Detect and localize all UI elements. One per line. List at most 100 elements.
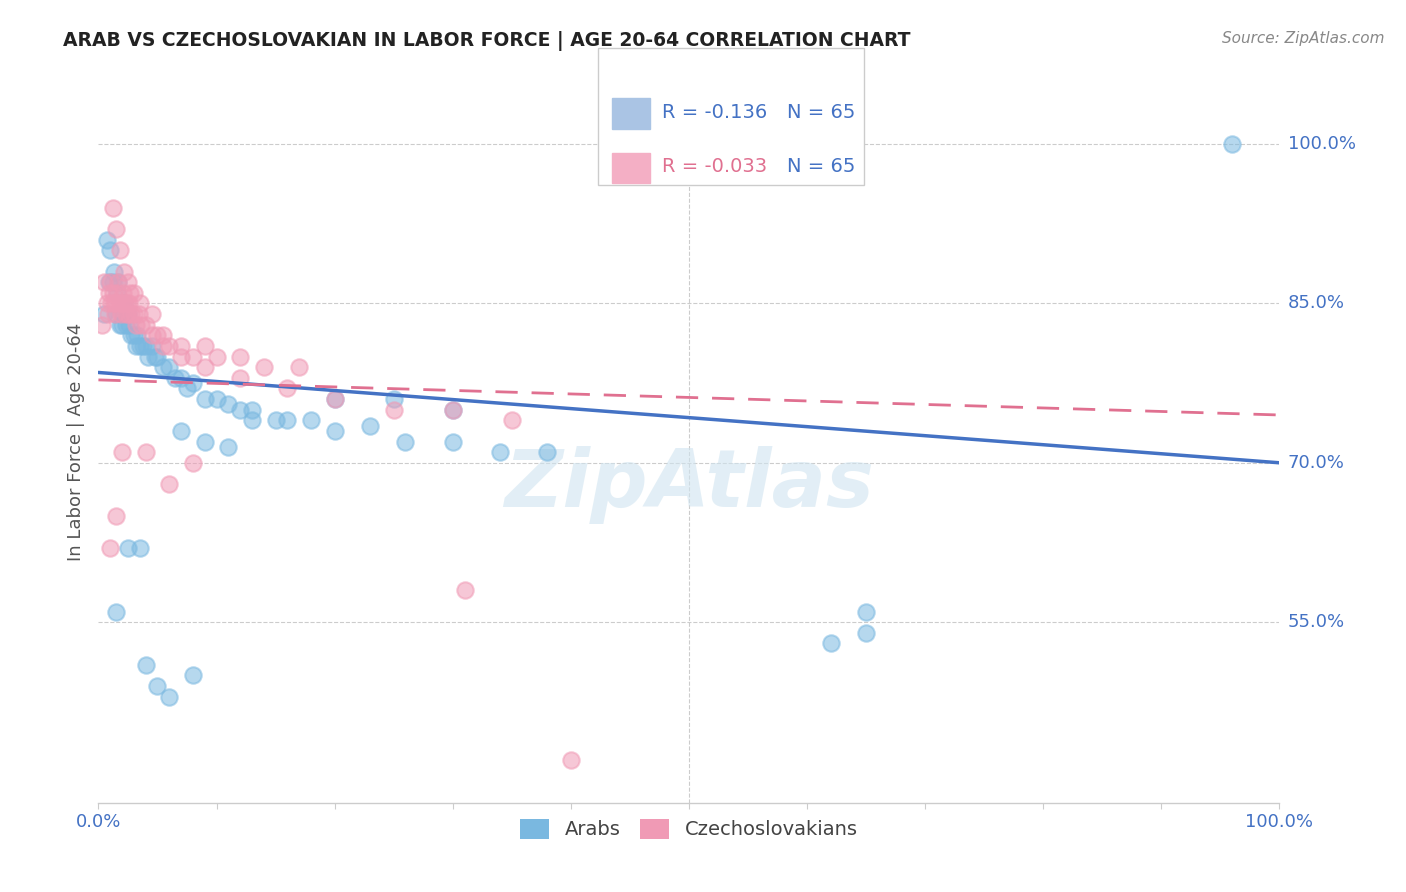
Point [108, 296, 131, 310]
Point [107, 275, 129, 289]
Point [135, 339, 157, 353]
Bar [612, 98, 650, 128]
Point [217, 397, 239, 411]
Point [110, 307, 132, 321]
Point [121, 328, 143, 343]
Point [136, 350, 159, 364]
Point [299, 413, 322, 427]
Point [143, 350, 166, 364]
Point [323, 392, 346, 406]
Text: N = 65: N = 65 [787, 158, 855, 177]
Point [359, 418, 381, 433]
Text: Source: ZipAtlas.com: Source: ZipAtlas.com [1222, 31, 1385, 46]
Point [98, 541, 121, 555]
Point [536, 445, 558, 459]
Text: R = -0.136: R = -0.136 [662, 103, 768, 122]
Point [103, 264, 125, 278]
Point [176, 381, 198, 395]
Point [111, 318, 134, 332]
Point [125, 318, 148, 332]
Point [98, 275, 121, 289]
Point [105, 508, 128, 523]
Point [240, 402, 263, 417]
Point [98, 285, 121, 300]
Text: N = 65: N = 65 [787, 103, 855, 122]
Point [441, 434, 464, 449]
Point [91, 318, 114, 332]
Text: 85.0%: 85.0% [1288, 294, 1344, 312]
Legend: Arabs, Czechoslovakians: Arabs, Czechoslovakians [512, 811, 866, 847]
Point [181, 456, 204, 470]
Point [128, 541, 150, 555]
Text: 100.0%: 100.0% [1288, 135, 1355, 153]
Point [141, 339, 163, 353]
Point [105, 605, 128, 619]
Point [157, 339, 180, 353]
FancyBboxPatch shape [598, 48, 863, 185]
Point [135, 318, 157, 332]
Point [276, 413, 298, 427]
Text: 70.0%: 70.0% [1288, 454, 1344, 472]
Point [101, 285, 124, 300]
Point [855, 605, 877, 619]
Point [117, 307, 139, 321]
Point [205, 392, 228, 406]
Point [122, 307, 145, 321]
Point [93, 307, 115, 321]
Point [229, 402, 252, 417]
Point [820, 636, 842, 650]
Point [382, 392, 405, 406]
Point [104, 307, 127, 321]
Point [194, 434, 217, 449]
Point [129, 318, 152, 332]
Point [194, 360, 217, 375]
Point [122, 285, 145, 300]
Point [170, 350, 193, 364]
Point [157, 477, 180, 491]
Point [105, 285, 128, 300]
Point [501, 413, 523, 427]
Point [112, 296, 135, 310]
Point [105, 307, 128, 321]
Point [118, 318, 141, 332]
Point [100, 296, 122, 310]
Point [264, 413, 287, 427]
Point [117, 307, 139, 321]
Point [157, 690, 180, 704]
Point [152, 339, 174, 353]
Point [181, 376, 204, 390]
Point [1220, 136, 1243, 151]
Point [112, 307, 135, 321]
Point [135, 445, 157, 459]
Point [165, 371, 187, 385]
Point [115, 296, 138, 310]
Point [132, 339, 155, 353]
Point [152, 360, 174, 375]
Point [170, 424, 193, 438]
Point [240, 413, 263, 427]
Point [103, 296, 125, 310]
Point [118, 296, 141, 310]
Point [111, 445, 134, 459]
Point [135, 657, 157, 672]
Point [441, 402, 464, 417]
Point [128, 296, 150, 310]
Point [146, 328, 169, 343]
Point [98, 275, 121, 289]
Point [105, 285, 128, 300]
Point [276, 381, 298, 395]
Text: R = -0.033: R = -0.033 [662, 158, 766, 177]
Point [453, 583, 475, 598]
Point [217, 440, 239, 454]
Point [205, 350, 228, 364]
Point [323, 392, 346, 406]
Point [146, 679, 169, 693]
Point [112, 264, 135, 278]
Point [96, 233, 118, 247]
Point [855, 625, 877, 640]
Point [128, 339, 150, 353]
Point [152, 328, 174, 343]
Point [121, 307, 143, 321]
Text: ZipAtlas: ZipAtlas [503, 446, 875, 524]
Point [127, 328, 149, 343]
